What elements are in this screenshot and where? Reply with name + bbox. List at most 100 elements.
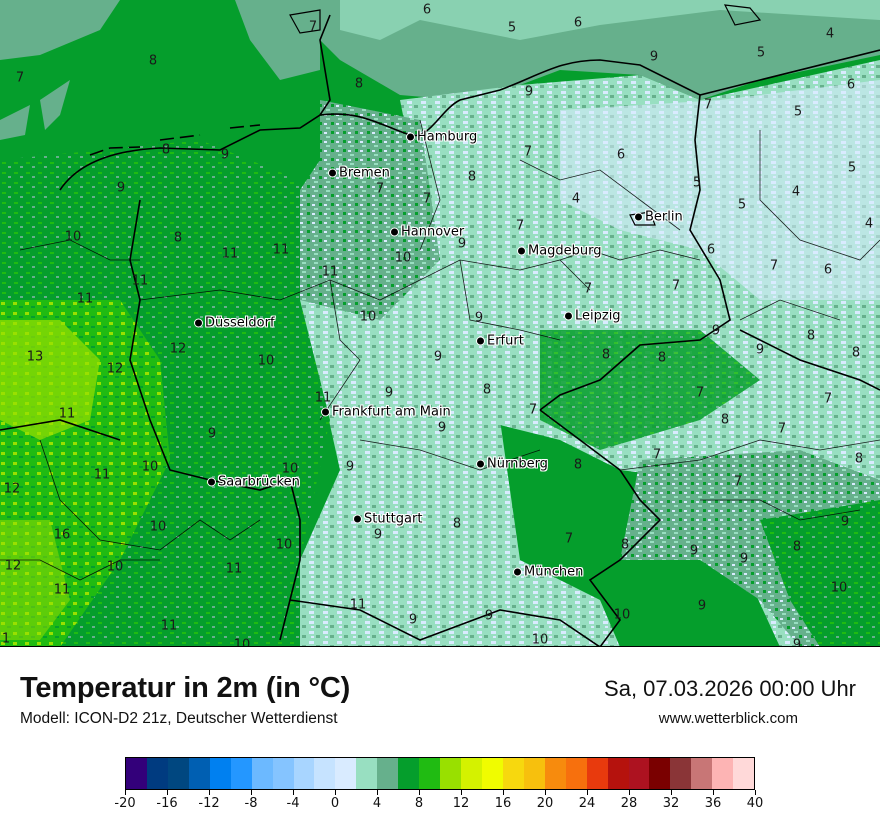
colorbar-tick-mark bbox=[166, 790, 168, 795]
city-dot-icon bbox=[513, 567, 522, 577]
isotherm-label: 8 bbox=[573, 457, 583, 473]
colorbar-segment bbox=[481, 758, 503, 789]
isotherm-label: 8 bbox=[854, 451, 864, 467]
isotherm-label: 9 bbox=[711, 323, 721, 339]
city-dot-icon bbox=[634, 212, 643, 222]
isotherm-label: 9 bbox=[207, 426, 217, 442]
city-dot-icon bbox=[406, 132, 415, 142]
website-link[interactable]: www.wetterblick.com bbox=[658, 710, 798, 727]
isotherm-label: 1 bbox=[1, 631, 11, 647]
city-dot-icon bbox=[321, 407, 330, 417]
isotherm-label: 7 bbox=[671, 278, 681, 294]
city-marker: Nürnberg bbox=[476, 457, 548, 472]
isotherm-label: 7 bbox=[583, 281, 593, 297]
colorbar-segment bbox=[461, 758, 482, 789]
isotherm-label: 7 bbox=[515, 218, 525, 234]
colorbar-tick-mark bbox=[124, 790, 126, 795]
city-dot-icon bbox=[207, 477, 216, 487]
city-marker: Erfurt bbox=[476, 334, 524, 349]
colorbar-tick-label: 28 bbox=[620, 796, 638, 811]
city-name: Erfurt bbox=[487, 333, 524, 349]
isotherm-label: 12 bbox=[169, 341, 187, 357]
isotherm-label: 7 bbox=[523, 144, 533, 160]
isotherm-label: 6 bbox=[823, 262, 833, 278]
isotherm-label: 10 bbox=[149, 519, 167, 535]
colorbar-tick-mark bbox=[502, 790, 504, 795]
city-dot-icon bbox=[390, 227, 399, 237]
isotherm-label: 6 bbox=[422, 2, 432, 18]
isotherm-label: 11 bbox=[93, 467, 111, 483]
isotherm-label: 11 bbox=[349, 597, 367, 613]
isotherm-label: 8 bbox=[354, 76, 364, 92]
isotherm-label: 8 bbox=[482, 382, 492, 398]
colorbar-segment bbox=[230, 758, 252, 789]
colorbar-tick-label: 20 bbox=[536, 796, 554, 811]
isotherm-label: 13 bbox=[26, 349, 44, 365]
isotherm-label: 7 bbox=[733, 474, 743, 490]
colorbar-segment bbox=[314, 758, 336, 789]
isotherm-label: 4 bbox=[571, 191, 581, 207]
isotherm-label: 7 bbox=[652, 447, 662, 463]
isotherm-label: 9 bbox=[524, 84, 534, 100]
temperature-map: 7 8 7 8 6 5 6 5 4 9 9 7 6 5 9 8 7 6 8 7 7 5 5 4 9 4 5 4 7 10 8 11 11 9 6 10… bbox=[0, 0, 880, 647]
colorbar-tick-mark bbox=[712, 790, 714, 795]
isotherm-label: 10 bbox=[275, 537, 293, 553]
isotherm-label: 8 bbox=[657, 350, 667, 366]
colorbar-segment bbox=[733, 758, 755, 789]
colorbar-segment bbox=[649, 758, 671, 789]
isotherm-label: 11 bbox=[76, 291, 94, 307]
isotherm-label: 6 bbox=[616, 147, 626, 163]
isotherm-label: 10 bbox=[531, 632, 549, 647]
city-name: Frankfurt am Main bbox=[332, 404, 451, 420]
colorbar-segment bbox=[188, 758, 210, 789]
map-canvas bbox=[0, 0, 880, 646]
isotherm-label: 8 bbox=[161, 142, 171, 158]
colorbar-tick-mark bbox=[376, 790, 378, 795]
isotherm-label: 8 bbox=[620, 537, 630, 553]
colorbar-tick-label: 12 bbox=[452, 796, 470, 811]
isotherm-label: 10 bbox=[233, 637, 251, 647]
isotherm-label: 7 bbox=[564, 531, 574, 547]
isotherm-label: 9 bbox=[755, 342, 765, 358]
isotherm-label: 8 bbox=[851, 345, 861, 361]
isotherm-label: 9 bbox=[373, 527, 383, 543]
isotherm-label: 12 bbox=[106, 361, 124, 377]
city-marker: Frankfurt am Main bbox=[321, 405, 451, 420]
isotherm-label: 8 bbox=[452, 516, 462, 532]
colorbar-segment bbox=[377, 758, 399, 789]
colorbar-tick-label: -20 bbox=[114, 796, 136, 811]
isotherm-label: 7 bbox=[528, 402, 538, 418]
isotherm-label: 10 bbox=[394, 250, 412, 266]
city-dot-icon bbox=[328, 168, 337, 178]
isotherm-label: 5 bbox=[737, 197, 747, 213]
isotherm-label: 9 bbox=[220, 147, 230, 163]
colorbar-segment bbox=[565, 758, 587, 789]
isotherm-label: 11 bbox=[160, 618, 178, 634]
colorbar-tick-label: 8 bbox=[414, 796, 424, 811]
isotherm-label: 10 bbox=[141, 459, 159, 475]
colorbar-tick-label: 32 bbox=[662, 796, 680, 811]
isotherm-label: 7 bbox=[422, 191, 432, 207]
isotherm-label: 8 bbox=[148, 53, 158, 69]
isotherm-label: 7 bbox=[375, 181, 385, 197]
isotherm-label: 11 bbox=[321, 264, 339, 280]
isotherm-label: 6 bbox=[706, 242, 716, 258]
colorbar-tick-mark bbox=[418, 790, 420, 795]
colorbar-segment bbox=[544, 758, 566, 789]
isotherm-label: 8 bbox=[601, 347, 611, 363]
isotherm-label: 11 bbox=[221, 246, 239, 262]
isotherm-label: 6 bbox=[846, 77, 856, 93]
isotherm-label: 10 bbox=[106, 559, 124, 575]
city-name: Berlin bbox=[645, 209, 683, 225]
isotherm-label: 9 bbox=[408, 612, 418, 628]
colorbar-tick-mark bbox=[208, 790, 210, 795]
city-marker: Berlin bbox=[634, 210, 683, 225]
city-name: Leipzig bbox=[575, 308, 621, 324]
isotherm-label: 5 bbox=[756, 45, 766, 61]
city-marker: Hannover bbox=[390, 225, 464, 240]
isotherm-label: 5 bbox=[847, 160, 857, 176]
colorbar-tick-mark bbox=[628, 790, 630, 795]
isotherm-label: 5 bbox=[692, 175, 702, 191]
colorbar-segment bbox=[209, 758, 231, 789]
colorbar-segment bbox=[670, 758, 692, 789]
